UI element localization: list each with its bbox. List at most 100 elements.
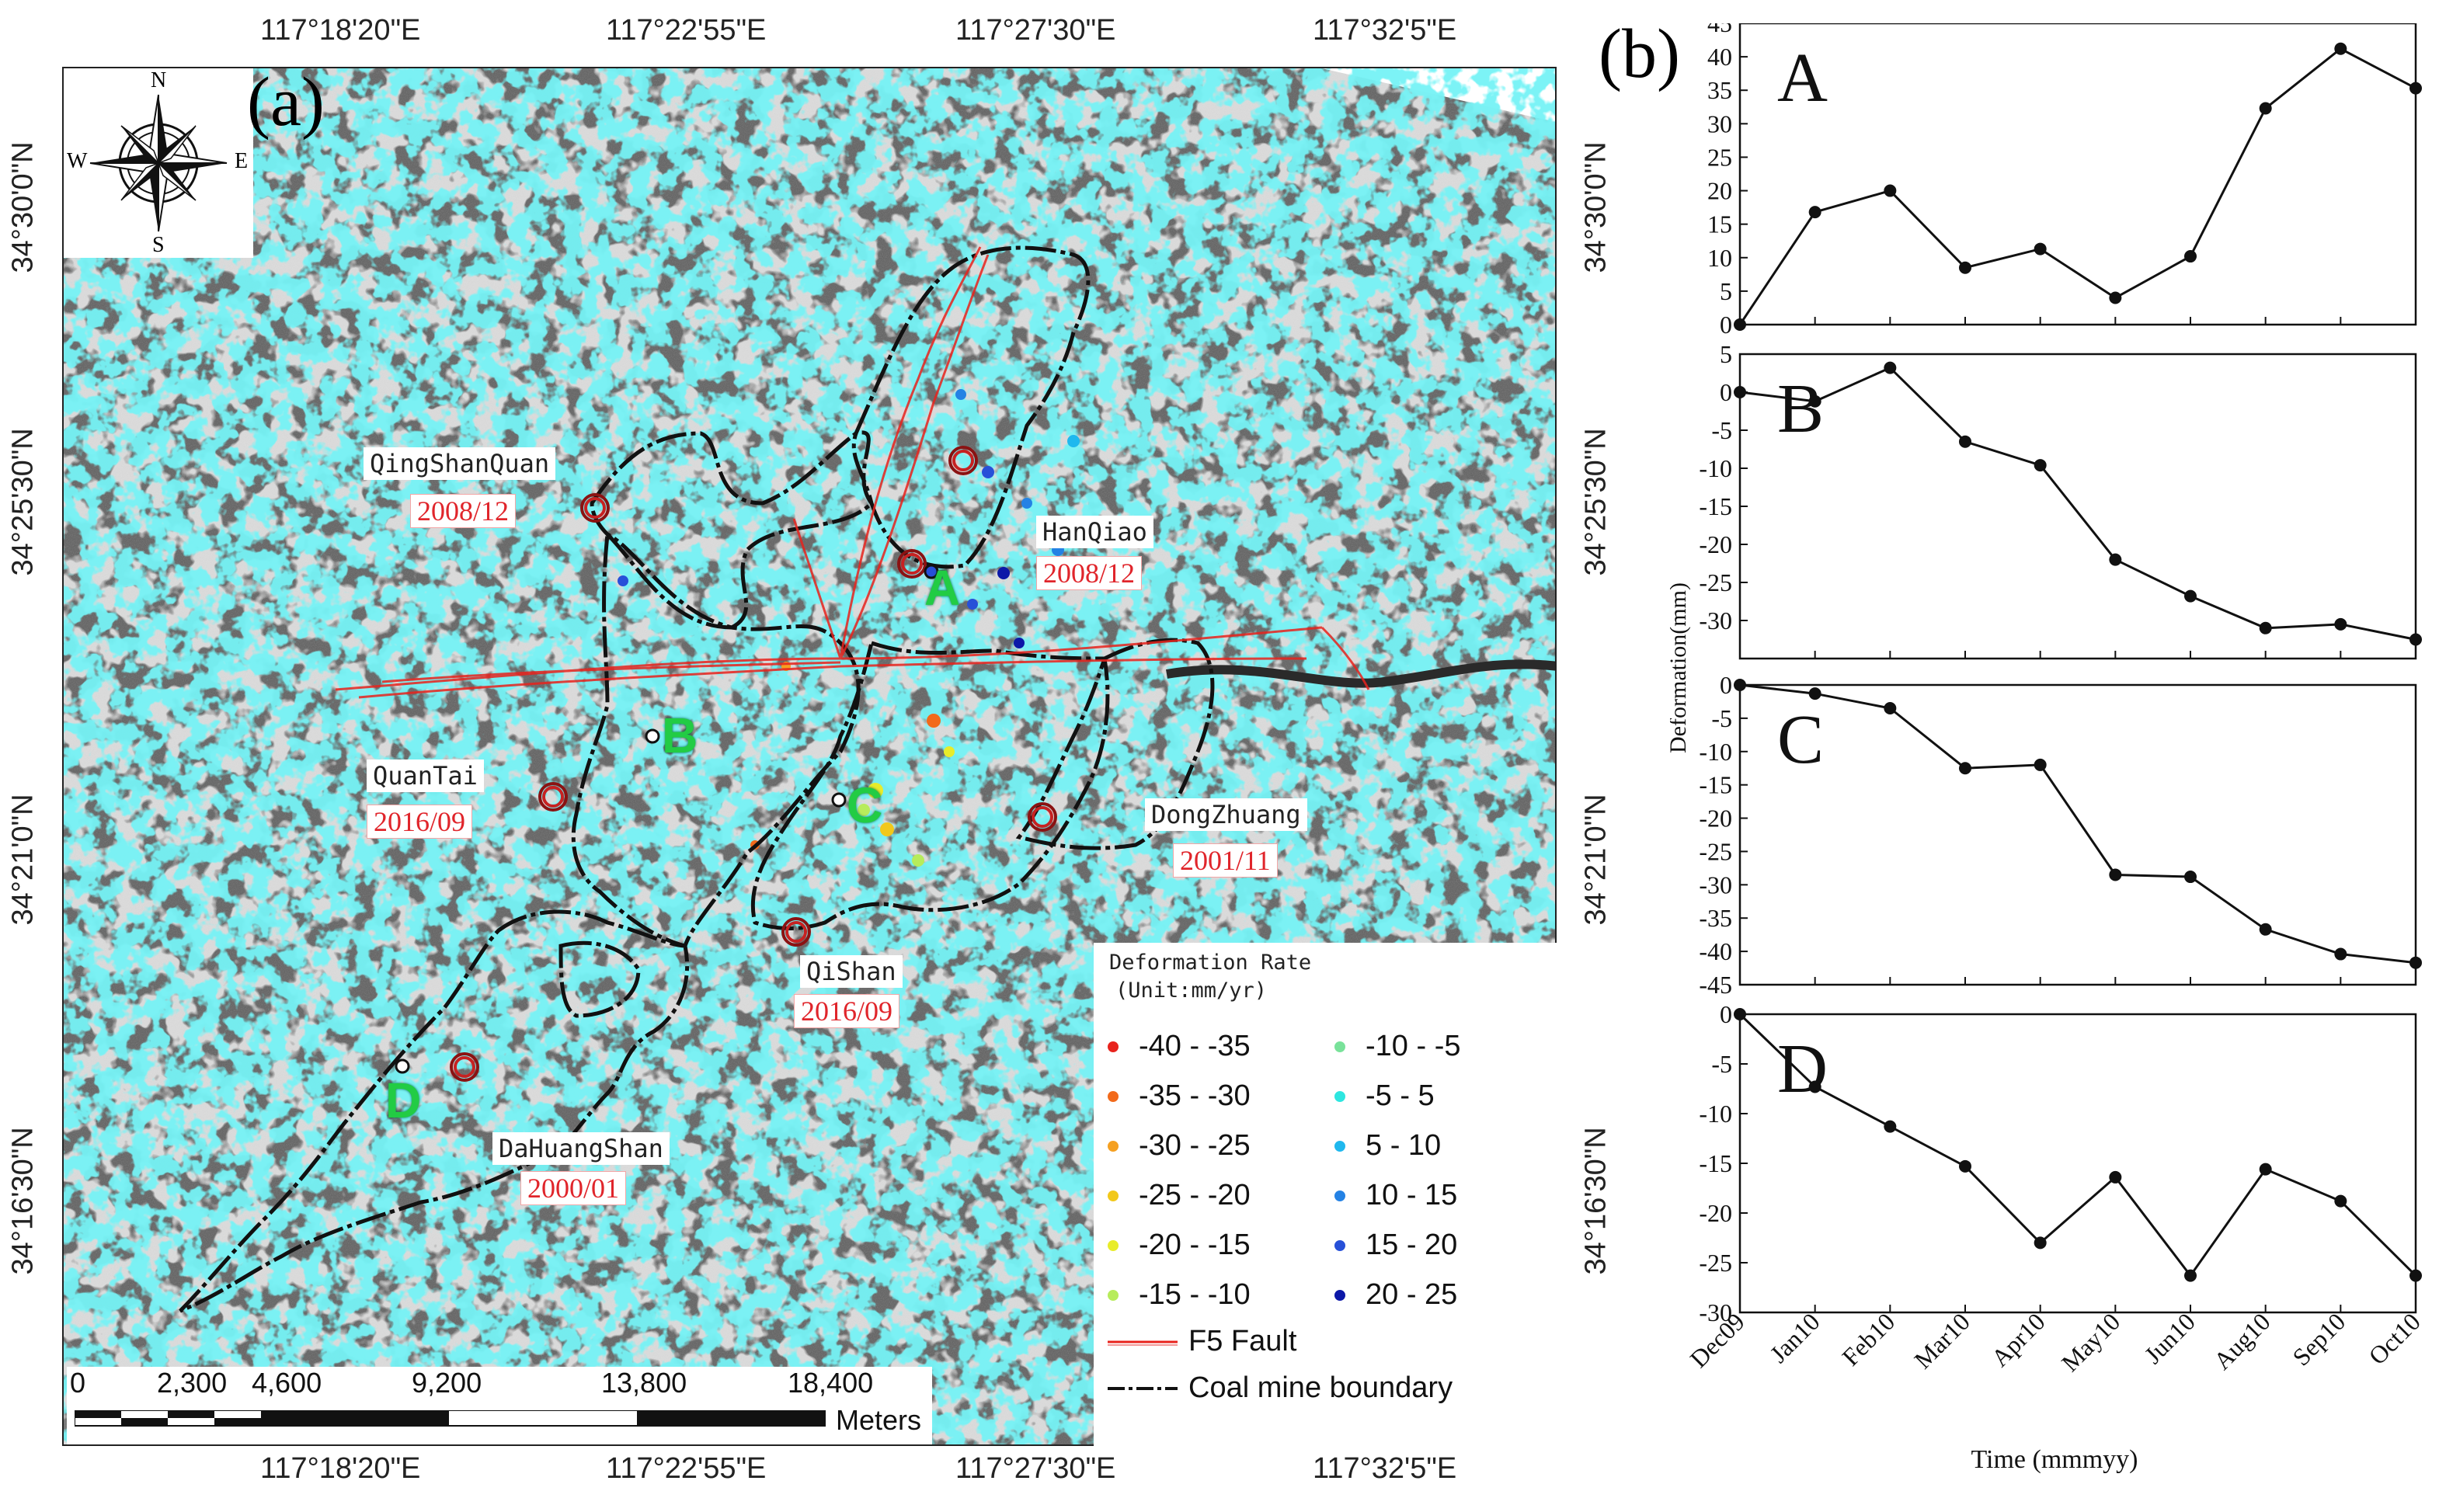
- left-latitude-3: 34°21'0"N: [6, 794, 40, 926]
- x-tick-label: Jun10: [2138, 1307, 2201, 1369]
- data-point: [2109, 291, 2122, 304]
- legend-color-dot: [1334, 1190, 1345, 1201]
- mine-name-dongzhuang: DongZhuang: [1145, 798, 1307, 831]
- mine-date-qishan: 2016/09: [794, 994, 900, 1028]
- point-c-label: C: [847, 777, 883, 833]
- panel-b-label: (b): [1599, 16, 1680, 92]
- legend-item: -10 - -5: [1334, 1030, 1460, 1063]
- y-tick-label: 30: [1707, 109, 1732, 137]
- series-line: [1738, 1013, 2417, 1278]
- data-point: [2334, 1194, 2347, 1208]
- data-point: [1734, 318, 1746, 331]
- legend-color-dot: [1108, 1041, 1119, 1052]
- data-point: [2034, 459, 2047, 472]
- y-tick-label: 0: [1720, 378, 1732, 406]
- series-line: [1739, 683, 2416, 965]
- left-latitude-4: 34°16'30"N: [6, 1127, 40, 1275]
- data-point: [2409, 82, 2422, 95]
- boundary-line-icon: [1108, 1386, 1178, 1390]
- mine-name-dahuangshan: DaHuangShan: [492, 1132, 670, 1165]
- legend-item: -30 - -25: [1108, 1129, 1251, 1163]
- data-point: [1808, 1080, 1821, 1093]
- data-point: [2034, 242, 2047, 255]
- y-tick-label: 20: [1707, 177, 1732, 205]
- legend-color-dot: [1108, 1090, 1119, 1102]
- data-point: [1959, 261, 1971, 274]
- scale-bar: 0 2,300 4,600 9,200 13,800 18,400 Meters: [67, 1367, 932, 1444]
- y-tick-label: -25: [1699, 568, 1732, 596]
- y-tick-label: -30: [1699, 871, 1732, 899]
- y-tick-label: -15: [1699, 1149, 1732, 1177]
- right-latitude-3: 34°21'0"N: [1579, 794, 1613, 926]
- chart-frame: [1738, 22, 2417, 326]
- data-point: [2184, 589, 2197, 603]
- compass-north: N: [151, 68, 167, 92]
- scale-tick-label: 0: [70, 1367, 86, 1399]
- x-tick-label: Apr10: [1985, 1307, 2050, 1371]
- data-point: [2259, 102, 2272, 115]
- y-tick-label: -10: [1699, 738, 1732, 766]
- legend-color-dot: [1334, 1289, 1345, 1301]
- compass-south: S: [152, 233, 165, 257]
- legend-item: 20 - 25: [1334, 1278, 1457, 1312]
- data-point: [1734, 1008, 1746, 1020]
- top-longitude-4: 117°32'5"E: [1313, 14, 1457, 47]
- y-tick-label: -25: [1699, 837, 1732, 865]
- chart-frame: [1738, 353, 2417, 660]
- legend-color-dot: [1108, 1239, 1119, 1251]
- map-frame: N S E W: [62, 67, 1557, 1446]
- y-axis-label: Deformation(mm): [1670, 582, 1691, 753]
- data-point: [2109, 1170, 2122, 1184]
- data-point: [2334, 947, 2347, 961]
- y-tick-label: 5: [1720, 277, 1732, 305]
- legend-color-dot: [1108, 1289, 1119, 1301]
- data-point: [1808, 687, 1821, 700]
- y-tick-label: 35: [1707, 76, 1732, 104]
- y-tick-label: -20: [1699, 805, 1732, 832]
- scale-bar-graphic: [75, 1410, 826, 1427]
- x-tick-label: Aug10: [2208, 1307, 2276, 1375]
- legend-boundary: Coal mine boundary: [1108, 1371, 1453, 1405]
- mine-date-quantai: 2016/09: [367, 805, 473, 839]
- legend-item: -35 - -30: [1108, 1079, 1251, 1113]
- chart-title: D: [1777, 1031, 1828, 1107]
- y-tick-label: 10: [1707, 244, 1732, 272]
- scale-tick-label: 18,400: [788, 1367, 874, 1399]
- legend-fault: F5 Fault: [1108, 1325, 1296, 1358]
- map-panel: 117°18'20"E 117°22'55"E 117°27'30"E 117°…: [6, 14, 1613, 1485]
- y-tick-label: 0: [1720, 671, 1732, 699]
- legend-unit: (Unit:mm/yr): [1115, 978, 1268, 1003]
- data-point: [1808, 395, 1821, 408]
- mine-name-hanqiao: HanQiao: [1036, 516, 1153, 548]
- y-tick-label: -5: [1711, 704, 1732, 732]
- chart-title: A: [1777, 40, 1828, 116]
- legend-item: -40 - -35: [1108, 1030, 1251, 1063]
- right-latitude-4: 34°16'30"N: [1579, 1127, 1613, 1275]
- data-point: [2034, 758, 2047, 771]
- y-tick-label: -10: [1699, 454, 1732, 482]
- bottom-longitude-4: 117°32'5"E: [1313, 1452, 1457, 1485]
- x-tick-label: Jan10: [1764, 1307, 1825, 1368]
- mine-date-hanqiao: 2008/12: [1036, 556, 1143, 590]
- y-tick-label: -20: [1699, 1199, 1732, 1227]
- x-tick-label: Sep10: [2287, 1307, 2350, 1371]
- data-point: [1734, 386, 1746, 398]
- scale-tick-label: 13,800: [601, 1367, 687, 1399]
- legend-item: 5 - 10: [1334, 1129, 1441, 1163]
- scale-unit: Meters: [836, 1404, 922, 1436]
- y-tick-label: -35: [1699, 904, 1732, 932]
- legend-title: Deformation Rate: [1109, 951, 1312, 975]
- data-point: [1959, 435, 1971, 448]
- y-tick-label: 5: [1720, 340, 1732, 368]
- map-imagery: [64, 68, 1555, 1444]
- data-point: [1808, 206, 1821, 219]
- legend-item: 10 - 15: [1334, 1179, 1457, 1212]
- data-point: [1959, 762, 1971, 775]
- y-tick-label: -45: [1699, 971, 1732, 999]
- y-tick-label: 15: [1707, 210, 1732, 238]
- data-point: [1884, 702, 1897, 715]
- y-tick-label: 45: [1707, 23, 1732, 37]
- y-tick-label: -10: [1699, 1100, 1732, 1128]
- compass: N S E W: [64, 68, 253, 258]
- top-longitude-3: 117°27'30"E: [955, 14, 1116, 47]
